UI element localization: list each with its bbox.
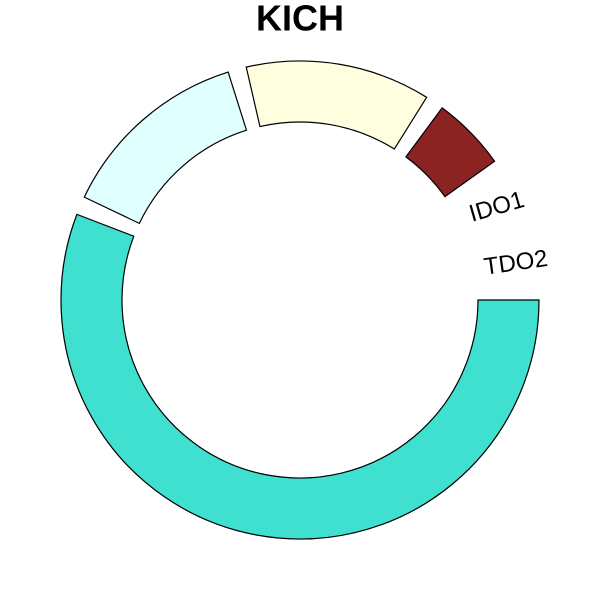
chart-title: KICH [256,0,344,39]
segment [245,60,428,150]
segment [405,107,496,198]
segment [83,71,248,225]
annotation: IDO1 [466,186,527,227]
segment [60,213,540,540]
annotation: TDO2 [482,245,549,281]
